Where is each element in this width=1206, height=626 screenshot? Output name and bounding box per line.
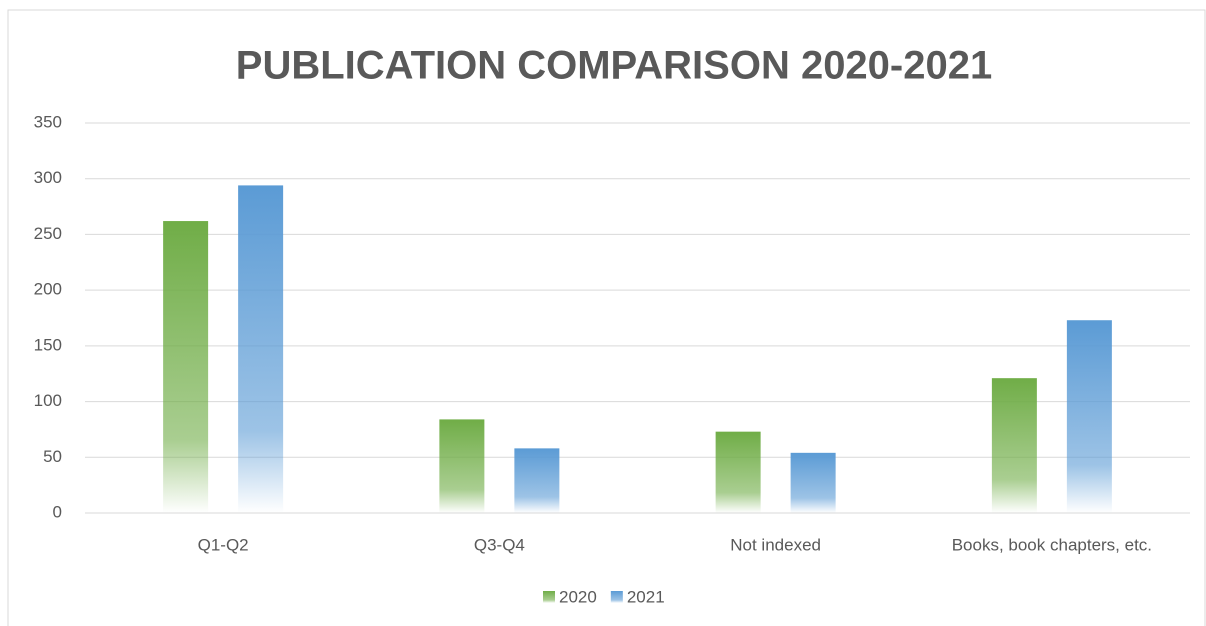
y-tick-label: 200 <box>34 280 62 299</box>
y-tick-label: 0 <box>53 502 62 521</box>
y-tick-label: 100 <box>34 391 62 410</box>
legend-label: 2020 <box>559 587 597 606</box>
bar <box>514 448 560 513</box>
bar <box>991 378 1037 513</box>
bar <box>715 431 761 513</box>
bar <box>439 419 485 513</box>
x-tick-label: Not indexed <box>730 535 821 554</box>
bar <box>163 221 209 514</box>
y-tick-label: 250 <box>34 224 62 243</box>
legend-swatch <box>610 591 623 603</box>
legend-label: 2021 <box>627 587 665 606</box>
x-tick-label: Q1-Q2 <box>198 535 249 554</box>
y-tick-label: 50 <box>43 447 62 466</box>
bar <box>790 452 836 513</box>
x-tick-label: Books, book chapters, etc. <box>952 535 1152 554</box>
chart-title: PUBLICATION COMPARISON 2020-2021 <box>236 44 992 88</box>
y-tick-label: 350 <box>34 112 62 131</box>
bar <box>1066 320 1112 513</box>
legend-swatch <box>543 591 555 603</box>
x-tick-label: Q3-Q4 <box>474 535 525 554</box>
bar <box>238 185 284 513</box>
y-tick-label: 150 <box>34 335 62 354</box>
y-tick-label: 300 <box>34 168 62 187</box>
